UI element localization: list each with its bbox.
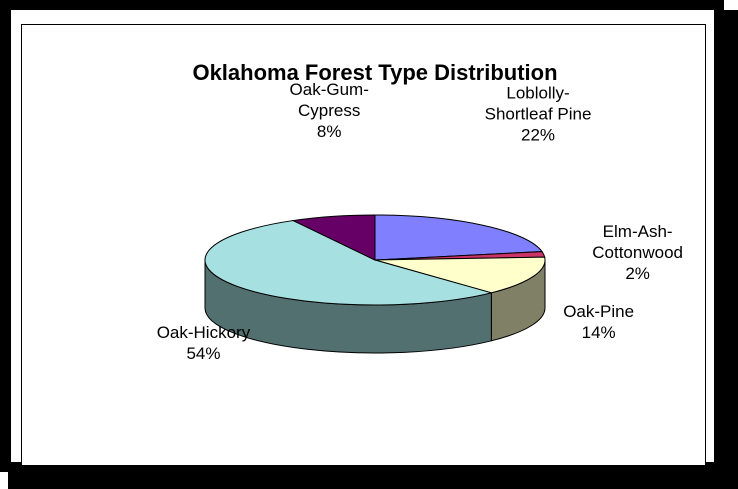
slice-labels: Loblolly- Shortleaf Pine 22% Elm-Ash- Cotton… bbox=[157, 80, 683, 363]
slice-label-1-0: Elm-Ash- bbox=[603, 222, 673, 241]
slice-label-1-2: 2% bbox=[625, 264, 650, 283]
slice-label-3-0: Oak-Hickory bbox=[157, 323, 251, 342]
pie-slices bbox=[204, 214, 546, 306]
slice-label-0-0: Loblolly- bbox=[506, 83, 569, 102]
pie-slice-2 bbox=[374, 256, 546, 294]
pie-slice-4 bbox=[291, 214, 376, 261]
slice-label-4-2: 8% bbox=[317, 122, 342, 141]
chart-area bbox=[21, 24, 706, 466]
slice-label-0-1: Shortleaf Pine bbox=[485, 104, 592, 123]
slice-label-1-1: Cottonwood bbox=[592, 243, 683, 262]
chart-title: Oklahoma Forest Type Distribution bbox=[192, 60, 557, 85]
slice-label-4-1: Cypress bbox=[298, 101, 360, 120]
pie-slice-3 bbox=[204, 220, 494, 306]
pie-slice-0 bbox=[374, 214, 543, 261]
slice-label-4-0: Oak-Gum- bbox=[290, 80, 369, 99]
slice-label-0-2: 22% bbox=[521, 125, 555, 144]
slice-label-2-0: Oak-Pine bbox=[563, 302, 634, 321]
slice-label-2-1: 14% bbox=[582, 323, 616, 342]
slice-label-3-1: 54% bbox=[186, 344, 220, 363]
